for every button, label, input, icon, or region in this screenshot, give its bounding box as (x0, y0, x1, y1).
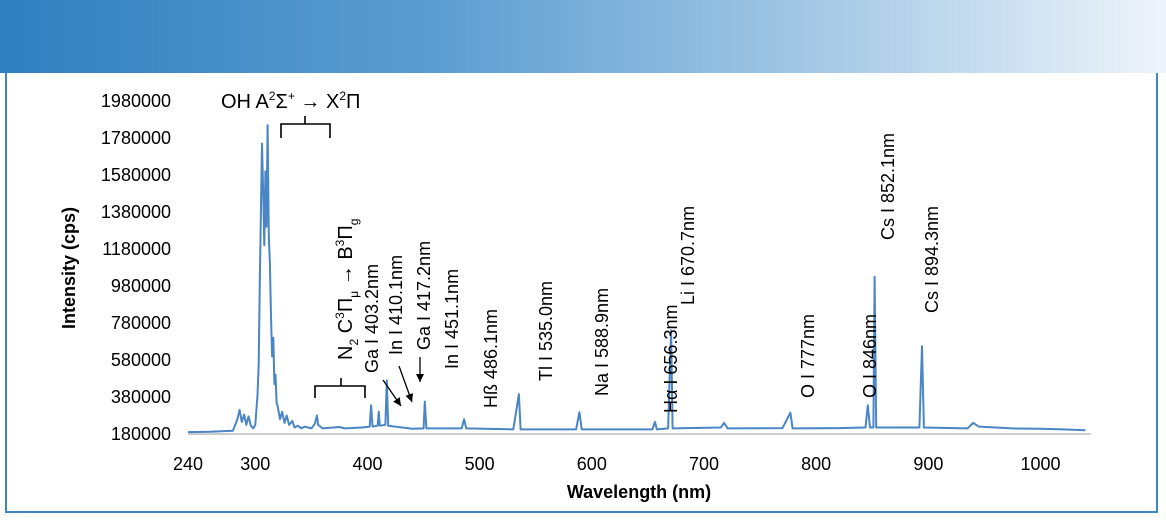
x-axis-ticks: 240 300 400 500 600 700 800 900 1000 (173, 454, 1061, 474)
in-410-arrow-head (405, 393, 414, 402)
x-tick-label: 1000 (1020, 454, 1060, 474)
annotation-li-670: Li I 670.7nm (678, 206, 698, 305)
x-tick-label: 240 (173, 454, 203, 474)
oh-band-bracket (280, 116, 331, 138)
y-tick-label: 1380000 (101, 202, 171, 222)
annotation-n2-band: N2 C3Πμ → B3Πg (333, 219, 361, 360)
annotation-o-777: O I 777nm (798, 314, 818, 398)
y-tick-label: 1180000 (102, 239, 171, 259)
annotation-in-451: In I 451.1nm (442, 269, 462, 369)
annotation-cs-894: Cs I 894.3nm (922, 206, 942, 313)
annotation-hb-486: Hß 486.1nm (481, 309, 501, 408)
y-tick-label: 1980000 (101, 91, 171, 111)
figure-frame (5, 73, 1158, 513)
annotation-ga-403: Ga I 403.2nm (362, 264, 382, 373)
annotation-na-588: Na I 588.9nm (592, 288, 612, 396)
annotation-o-846: O I 846nm (860, 314, 880, 398)
annotation-ga-417: Ga I 417.2nm (414, 241, 434, 350)
x-axis-label: Wavelength (nm) (567, 482, 711, 502)
x-tick-label: 600 (577, 454, 607, 474)
annotation-ha-656: Hα I 656.3nm (661, 305, 681, 413)
y-axis-ticks: 180000 380000 580000 780000 980000 1180000 138… (101, 91, 171, 444)
n2-band-bracket (314, 378, 366, 398)
y-tick-label: 580000 (111, 350, 171, 370)
y-axis-label: Intensity (cps) (59, 207, 79, 329)
annotation-cs-852: Cs I 852.1nm (878, 133, 898, 240)
x-tick-label: 700 (689, 454, 719, 474)
x-tick-label: 800 (801, 454, 831, 474)
y-tick-label: 1780000 (101, 128, 171, 148)
header-banner (0, 0, 1166, 73)
ga-403-arrow-head (393, 397, 401, 406)
x-tick-label: 400 (352, 454, 382, 474)
y-tick-label: 180000 (111, 424, 171, 444)
annotation-tl-535: Tl I 535.0nm (536, 281, 556, 381)
x-tick-label: 900 (913, 454, 943, 474)
spectrum-line (187, 124, 1086, 434)
y-tick-label: 980000 (111, 276, 171, 296)
annotation-oh-band: OH A2Σ+ → X2Π (221, 89, 360, 113)
y-tick-label: 780000 (111, 313, 171, 333)
annotation-brackets (280, 116, 366, 398)
y-tick-label: 1580000 (101, 165, 171, 185)
x-tick-label: 500 (465, 454, 495, 474)
ga-417-arrow-head (416, 374, 424, 382)
x-tick-label: 300 (240, 454, 270, 474)
y-tick-label: 380000 (111, 387, 171, 407)
annotation-in-410: In I 410.1nm (386, 255, 406, 355)
annotation-arrows (382, 357, 424, 407)
